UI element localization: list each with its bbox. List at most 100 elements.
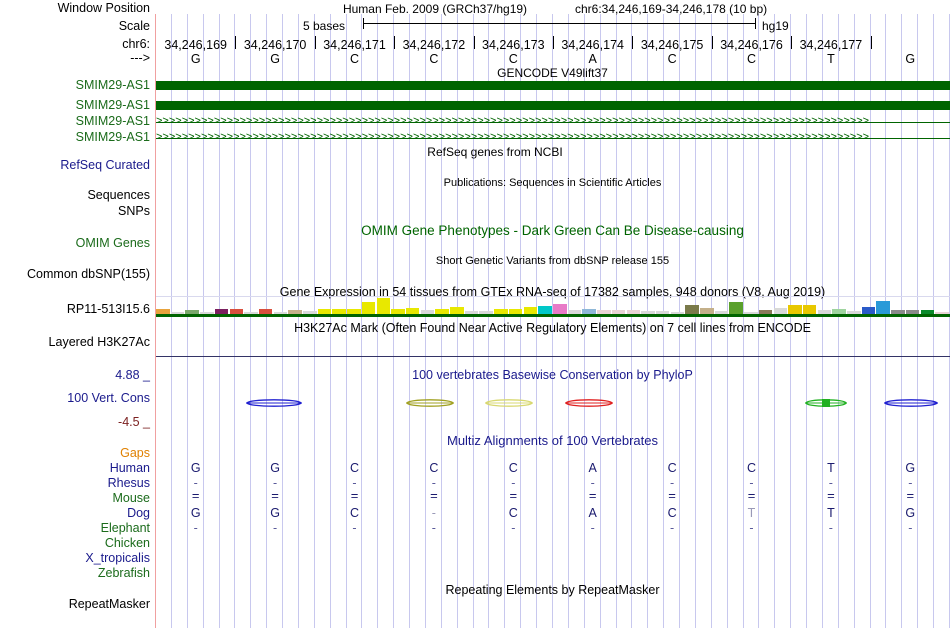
gtex-bar[interactable]: [655, 311, 670, 314]
gene-intron-line-row-4[interactable]: [156, 138, 950, 139]
gene-label-row-3[interactable]: SMIM29-AS1: [75, 114, 150, 128]
gtex-bar[interactable]: [582, 309, 596, 314]
species-label-elephant[interactable]: Elephant: [100, 521, 150, 535]
gtex-bar[interactable]: [935, 312, 949, 314]
species-label-human[interactable]: Human: [109, 461, 150, 475]
gtex-bar[interactable]: [538, 306, 552, 314]
gene-label-row-2[interactable]: SMIM29-AS1: [75, 98, 150, 112]
label-layered-h3k27ac[interactable]: Layered H3K27Ac: [48, 335, 150, 349]
gene-exon-bar-row-2[interactable]: [156, 101, 950, 110]
label-gtex-gene[interactable]: RP11-513I15.6: [66, 302, 150, 316]
gtex-bar[interactable]: [817, 310, 832, 314]
gtex-bar[interactable]: [920, 310, 935, 314]
species-label-rhesus[interactable]: Rhesus: [107, 476, 150, 490]
gtex-bar[interactable]: [553, 304, 567, 314]
gtex-bar[interactable]: [405, 308, 420, 314]
ruler-coordinate-label: 34,246,175: [640, 38, 704, 52]
gtex-bar[interactable]: [832, 309, 846, 314]
gtex-bar[interactable]: [214, 309, 229, 314]
label-cons-track[interactable]: 100 Vert. Cons: [67, 391, 150, 405]
gtex-bar[interactable]: [700, 308, 714, 314]
gtex-bar[interactable]: [479, 311, 493, 314]
gtex-bar[interactable]: [156, 309, 170, 314]
gtex-bar[interactable]: [758, 310, 773, 314]
gtex-bar[interactable]: [420, 310, 435, 314]
gtex-bar[interactable]: [450, 307, 464, 314]
align-base-human: G: [190, 461, 201, 475]
species-label-dog[interactable]: Dog: [127, 506, 150, 520]
label-repeatmasker[interactable]: RepeatMasker: [68, 597, 150, 611]
gtex-bar[interactable]: [641, 311, 655, 314]
species-label-zebrafish[interactable]: Zebrafish: [97, 566, 150, 580]
ruler-base-letter: A: [588, 52, 597, 66]
gene-label-row-4[interactable]: SMIM29-AS1: [75, 130, 150, 144]
gtex-bar[interactable]: [435, 309, 449, 314]
grid-line: [409, 14, 410, 628]
gtex-bar[interactable]: [802, 305, 817, 314]
gtex-bar[interactable]: [611, 310, 626, 314]
gtex-bar[interactable]: [626, 310, 641, 314]
label-sequences[interactable]: Sequences: [87, 188, 150, 202]
species-label-x-tropicalis[interactable]: X_tropicalis: [85, 551, 150, 565]
cons-lens-5[interactable]: [805, 396, 847, 410]
ruler-tick: [632, 36, 633, 49]
gene-intron-line-row-3[interactable]: [156, 122, 950, 123]
gtex-bar[interactable]: [200, 312, 214, 314]
gtex-bar[interactable]: [773, 308, 788, 314]
gtex-bar[interactable]: [788, 305, 802, 314]
gtex-bar[interactable]: [891, 310, 905, 314]
cons-lens-3[interactable]: [485, 396, 533, 410]
grid-line: [901, 14, 902, 628]
gtex-bar[interactable]: [244, 312, 258, 314]
gtex-bar[interactable]: [508, 309, 523, 314]
species-label-mouse[interactable]: Mouse: [112, 491, 150, 505]
align-base-dog: G: [190, 506, 201, 520]
gtex-bar[interactable]: [347, 309, 361, 314]
align-base-human: T: [827, 461, 835, 475]
label-common-dbsnp[interactable]: Common dbSNP(155): [27, 267, 150, 281]
gtex-bar[interactable]: [258, 309, 273, 314]
cons-lens-6[interactable]: [884, 396, 938, 410]
label-refseq-curated[interactable]: RefSeq Curated: [60, 158, 150, 172]
gtex-bar[interactable]: [361, 302, 376, 314]
gtex-bar[interactable]: [332, 309, 346, 314]
gtex-expression-barchart[interactable]: [156, 296, 950, 317]
grid-line: [346, 14, 347, 628]
gtex-bar[interactable]: [170, 312, 185, 314]
cons-lens-2[interactable]: [406, 396, 454, 410]
label-snps[interactable]: SNPs: [118, 204, 150, 218]
gtex-bar[interactable]: [288, 310, 302, 314]
ruler-tick: [235, 36, 236, 49]
cons-lens-4[interactable]: [565, 396, 613, 410]
gtex-bar[interactable]: [905, 310, 920, 314]
grid-line: [393, 14, 394, 628]
gtex-bar[interactable]: [597, 310, 611, 314]
gtex-bar[interactable]: [876, 301, 890, 314]
gtex-bar[interactable]: [670, 312, 685, 314]
gtex-bar[interactable]: [714, 311, 729, 314]
gtex-bar[interactable]: [376, 298, 391, 314]
gtex-bar[interactable]: [685, 305, 699, 314]
grid-line: [838, 14, 839, 628]
cons-lens-1[interactable]: [246, 396, 302, 410]
gtex-bar[interactable]: [185, 310, 199, 314]
gtex-bar[interactable]: [523, 307, 538, 314]
gtex-bar[interactable]: [391, 309, 405, 314]
align-base-elephant: -: [828, 521, 833, 535]
gene-exon-bar-row-1[interactable]: [156, 81, 950, 90]
gtex-bar[interactable]: [494, 309, 508, 314]
gtex-bar[interactable]: [273, 312, 288, 314]
label-omim-genes[interactable]: OMIM Genes: [75, 236, 150, 250]
gtex-bar[interactable]: [317, 309, 332, 314]
gtex-bar[interactable]: [729, 302, 743, 314]
gtex-bar[interactable]: [744, 312, 758, 314]
gtex-bar[interactable]: [229, 309, 244, 314]
gtex-bar[interactable]: [303, 311, 317, 314]
align-base-human: A: [588, 461, 597, 475]
gtex-bar[interactable]: [861, 307, 876, 314]
gtex-bar[interactable]: [567, 310, 582, 314]
species-label-chicken[interactable]: Chicken: [104, 536, 150, 550]
gtex-bar[interactable]: [464, 311, 479, 314]
gene-label-row-1[interactable]: SMIM29-AS1: [75, 78, 150, 92]
gtex-bar[interactable]: [847, 311, 861, 314]
